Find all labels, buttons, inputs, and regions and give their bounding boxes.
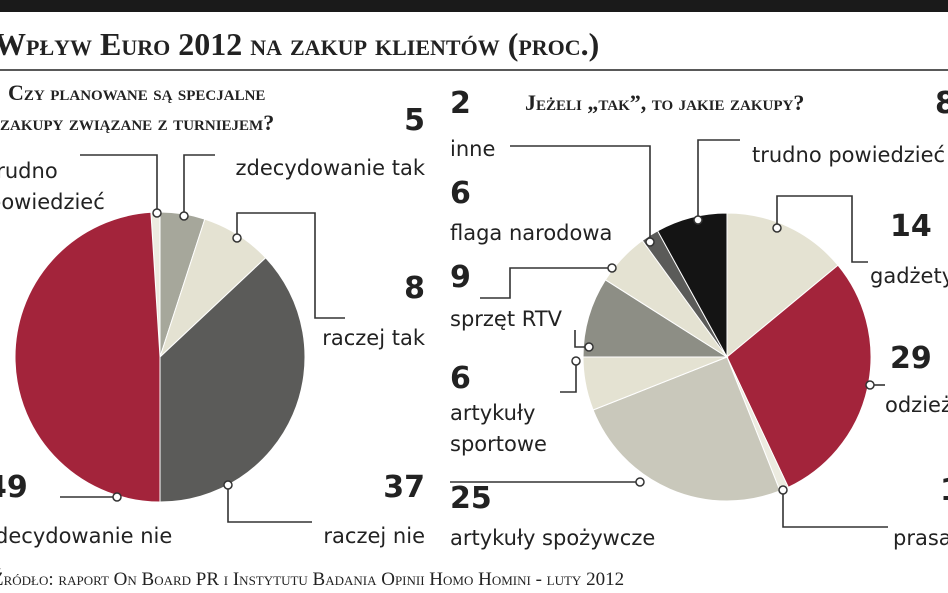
- leader-dot: [865, 380, 875, 390]
- value-label: 29: [890, 341, 932, 376]
- value-label: 2: [450, 86, 471, 121]
- leader-line: [697, 139, 740, 220]
- category-label: prasa: [893, 526, 948, 550]
- source: Źródło: raport On Board PR i Instytutu B…: [0, 568, 624, 590]
- category-label: raczej nie: [323, 524, 425, 548]
- leader-dot: [693, 215, 703, 225]
- leader-line: [80, 154, 158, 213]
- pie-slice: [14, 211, 161, 503]
- leader-dot: [223, 480, 233, 490]
- value-label: 5: [404, 103, 425, 138]
- pie-slice: [726, 212, 839, 359]
- leader-line: [560, 361, 577, 393]
- category-label: sprzęt RTV: [450, 307, 563, 331]
- question-line: Czy planowane są specjalne: [8, 80, 265, 105]
- leader-dot: [645, 237, 655, 247]
- value-label: 8: [935, 86, 948, 121]
- leader-dot: [179, 211, 189, 221]
- pie-slice: [592, 356, 781, 502]
- category-label: artykuły sportowe: [450, 401, 547, 456]
- value-label: 1: [940, 473, 948, 508]
- title: Wpływ Euro 2012 na zakup klientów (proc.…: [0, 26, 599, 62]
- leader-line: [183, 154, 215, 216]
- pie-slice: [159, 257, 306, 503]
- category-label: zdecydowanie tak: [236, 156, 426, 180]
- pie-slice: [582, 279, 729, 358]
- leader-dot: [778, 485, 788, 495]
- question-line: Jeżeli „tak”, to jakie zakupy?: [525, 90, 804, 115]
- value-label: 8: [404, 271, 425, 306]
- question-line: zakupy związane z turniejem?: [0, 110, 274, 135]
- value-label: 37: [383, 470, 425, 505]
- leader-dot: [152, 208, 162, 218]
- leader-line: [776, 195, 868, 263]
- top-band: [0, 0, 948, 12]
- leader-dot: [607, 263, 617, 273]
- value-label: 6: [450, 176, 471, 211]
- leader-dot: [232, 233, 242, 243]
- category-label: artykuły spożywcze: [450, 526, 655, 550]
- category-label: flaga narodowa: [450, 221, 612, 245]
- leader-dot: [772, 223, 782, 233]
- category-label: odzież: [885, 393, 948, 417]
- chart-question: Czy planowane są specjalne zakupy związan…: [0, 80, 274, 135]
- leader-line: [510, 145, 651, 242]
- leader-line: [782, 490, 888, 528]
- value-label: 25: [450, 481, 492, 516]
- category-label: raczej tak: [322, 326, 426, 350]
- category-label: inne: [450, 137, 495, 161]
- leader-line: [227, 485, 312, 523]
- chart-question: Jeżeli „tak”, to jakie zakupy?: [525, 90, 804, 115]
- leader-dot: [635, 477, 645, 487]
- value-label: 14: [890, 209, 932, 244]
- category-label: zdecydowanie nie: [0, 524, 172, 548]
- leader-line: [480, 267, 612, 299]
- leader-dot: [112, 492, 122, 502]
- category-label: trudno powiedzieć: [752, 143, 945, 167]
- value-label: 49: [0, 470, 28, 505]
- value-label: 6: [450, 361, 471, 396]
- leader-dot: [571, 356, 581, 366]
- value-label: 9: [450, 260, 471, 295]
- leader-dot: [584, 342, 594, 352]
- leader-line: [236, 212, 345, 319]
- pie-slice: [656, 212, 728, 358]
- category-label: gadżety: [870, 264, 948, 288]
